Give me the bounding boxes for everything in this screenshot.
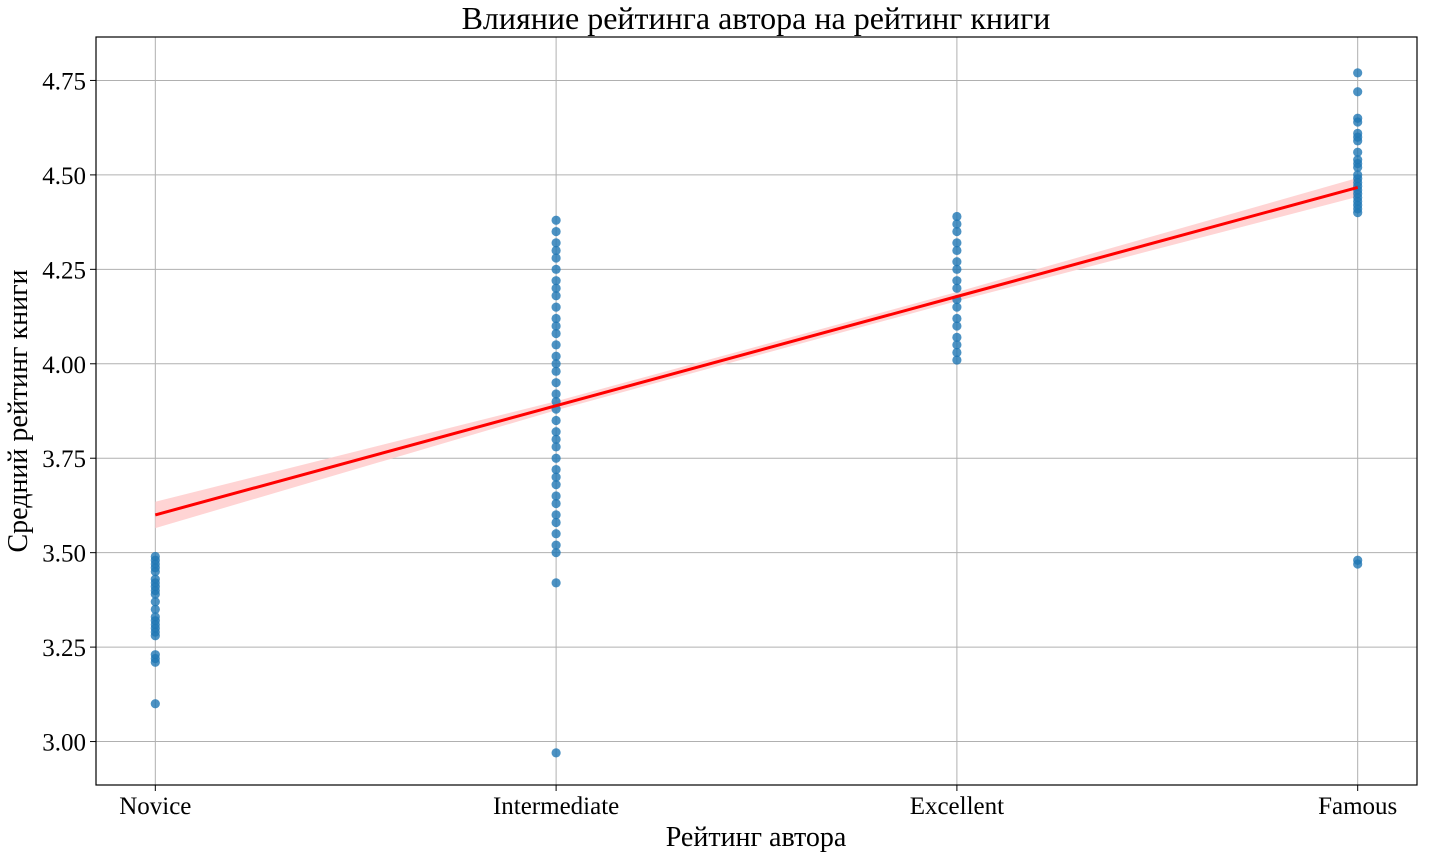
data-point: [952, 340, 962, 350]
data-point: [551, 359, 561, 369]
y-tick-label: 3.75: [42, 446, 86, 473]
data-point: [1353, 128, 1363, 138]
confidence-band: [155, 177, 1358, 529]
data-point: [952, 245, 962, 256]
regression-line-layer: [154, 185, 1359, 517]
x-tick-label: Intermediate: [493, 793, 619, 820]
data-point: [1353, 87, 1363, 97]
data-points: [150, 68, 1363, 758]
data-point: [551, 245, 561, 256]
data-point: [551, 366, 561, 376]
data-point: [551, 578, 561, 588]
data-point: [952, 257, 962, 267]
data-point: [1353, 155, 1363, 165]
data-point: [1353, 170, 1363, 180]
x-axis-ticks: Novice Intermediate Excellent Famous: [119, 785, 1397, 820]
data-point: [551, 427, 561, 437]
data-point: [952, 219, 962, 229]
x-tick-label: Novice: [119, 793, 191, 820]
data-point: [551, 351, 561, 361]
data-point: [551, 313, 561, 324]
x-tick-label: Excellent: [910, 793, 1004, 820]
data-point: [150, 612, 160, 622]
data-point: [551, 328, 561, 339]
data-point: [551, 498, 561, 509]
data-point: [150, 597, 160, 607]
y-tick-label: 3.00: [42, 730, 86, 757]
data-point: [551, 215, 561, 225]
data-point: [551, 238, 561, 248]
data-point: [952, 302, 962, 312]
data-point: [551, 291, 561, 301]
data-point: [952, 313, 962, 324]
data-point: [150, 699, 160, 709]
data-point: [551, 389, 561, 399]
data-point: [1353, 68, 1363, 78]
y-tick-label: 4.50: [42, 163, 86, 190]
x-tick-label: Famous: [1318, 793, 1397, 820]
data-point: [150, 551, 160, 562]
data-point: [551, 453, 561, 463]
data-point: [1353, 555, 1363, 565]
data-point: [551, 442, 561, 452]
y-tick-label: 4.00: [42, 352, 86, 379]
y-axis-ticks: 3.00 3.25 3.50 3.75 4.00 4.25 4.50 4.75: [42, 68, 96, 757]
regression-line: [154, 185, 1359, 517]
data-point: [952, 332, 962, 342]
data-point: [150, 574, 160, 584]
data-point: [551, 283, 561, 293]
data-point: [551, 226, 561, 237]
data-point: [551, 434, 561, 444]
chart-title: Влияние рейтинга автора на рейтинг книги: [462, 0, 1051, 36]
grid-lines: [96, 37, 1417, 785]
data-point: [1353, 113, 1363, 123]
data-point: [952, 264, 962, 274]
data-point: [551, 529, 561, 539]
data-point: [551, 264, 561, 274]
data-point: [551, 302, 561, 312]
y-tick-label: 4.25: [42, 257, 86, 284]
x-axis-label: Рейтинг автора: [666, 822, 847, 852]
data-point: [551, 548, 561, 558]
data-point: [952, 347, 962, 358]
data-point: [551, 253, 561, 263]
data-point: [551, 321, 561, 331]
data-point: [551, 340, 561, 350]
data-point: [551, 464, 561, 475]
data-point: [551, 415, 561, 426]
y-tick-label: 4.75: [42, 68, 86, 95]
data-point: [952, 211, 962, 222]
data-point: [551, 748, 561, 758]
data-point: [952, 321, 962, 331]
data-point: [551, 276, 561, 286]
data-point: [551, 472, 561, 482]
data-point: [150, 650, 160, 660]
data-point: [1353, 147, 1363, 157]
y-axis-label: Средний рейтинг книги: [3, 269, 34, 552]
data-point: [551, 480, 561, 490]
data-point: [952, 283, 962, 293]
data-point: [952, 226, 962, 237]
data-point: [551, 540, 561, 550]
data-point: [952, 238, 962, 248]
y-tick-label: 3.25: [42, 635, 86, 662]
data-point: [952, 355, 962, 365]
data-point: [551, 510, 561, 520]
data-point: [551, 491, 561, 501]
confidence-band-layer: [155, 177, 1358, 529]
data-point: [551, 517, 561, 528]
data-point: [150, 604, 160, 614]
data-point: [551, 378, 561, 388]
plot-frame: [95, 36, 1418, 786]
y-tick-label: 3.50: [42, 541, 86, 568]
data-point: [952, 276, 962, 286]
